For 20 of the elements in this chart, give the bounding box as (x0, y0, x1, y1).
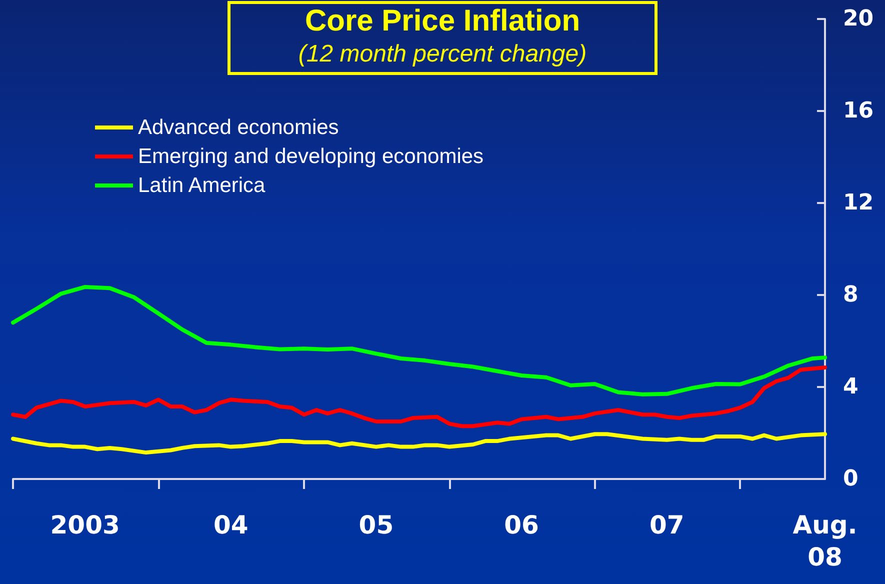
text: (12 month percent change) (298, 40, 587, 68)
x-tick-label: 06 (504, 510, 539, 540)
line-series (11, 365, 827, 428)
line-series (11, 432, 827, 455)
y-tick-label: 4 (843, 374, 858, 400)
x-tick-label: 04 (213, 510, 248, 540)
y-tick-label: 8 (843, 282, 858, 308)
x-tick-label: 07 (650, 510, 684, 540)
x-tick-label: 2003 (50, 510, 120, 540)
x-tick-label: Aug. 08 (792, 510, 858, 572)
y-tick-label: 16 (843, 98, 874, 124)
x-tick-label: 05 (358, 510, 394, 540)
y-tick-label: 0 (843, 466, 858, 492)
line-series (11, 284, 827, 396)
legend-label: Advanced economies (138, 116, 339, 139)
legend-label: Latin America (138, 174, 266, 197)
y-tick-label: 20 (843, 6, 874, 32)
y-tick-label: 12 (843, 190, 874, 216)
legend-label: Emerging and developing economies (138, 145, 484, 168)
chart-title: Core Price Inflation (304, 4, 580, 38)
